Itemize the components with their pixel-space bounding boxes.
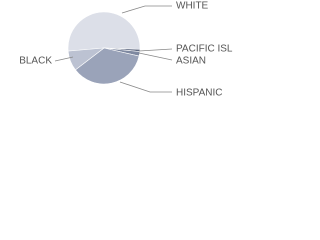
pie: [67, 11, 141, 85]
leader-line: [119, 81, 172, 93]
label: BLACK: [19, 56, 52, 67]
leader-line: [138, 48, 173, 52]
pie-slice: [74, 47, 140, 85]
leader-line: [54, 56, 74, 62]
chart: WHITE PACIFIC ISL ASIAN HISPANIC BLACK: [19, 1, 233, 99]
label: WHITE: [176, 1, 209, 12]
label: HISPANIC: [176, 88, 223, 99]
pie-slice: [67, 47, 106, 71]
leader-line: [121, 5, 172, 14]
leader-line: [138, 52, 173, 61]
label: ASIAN: [176, 56, 206, 67]
pie-slice: [67, 11, 141, 52]
label: PACIFIC ISL: [176, 44, 233, 55]
